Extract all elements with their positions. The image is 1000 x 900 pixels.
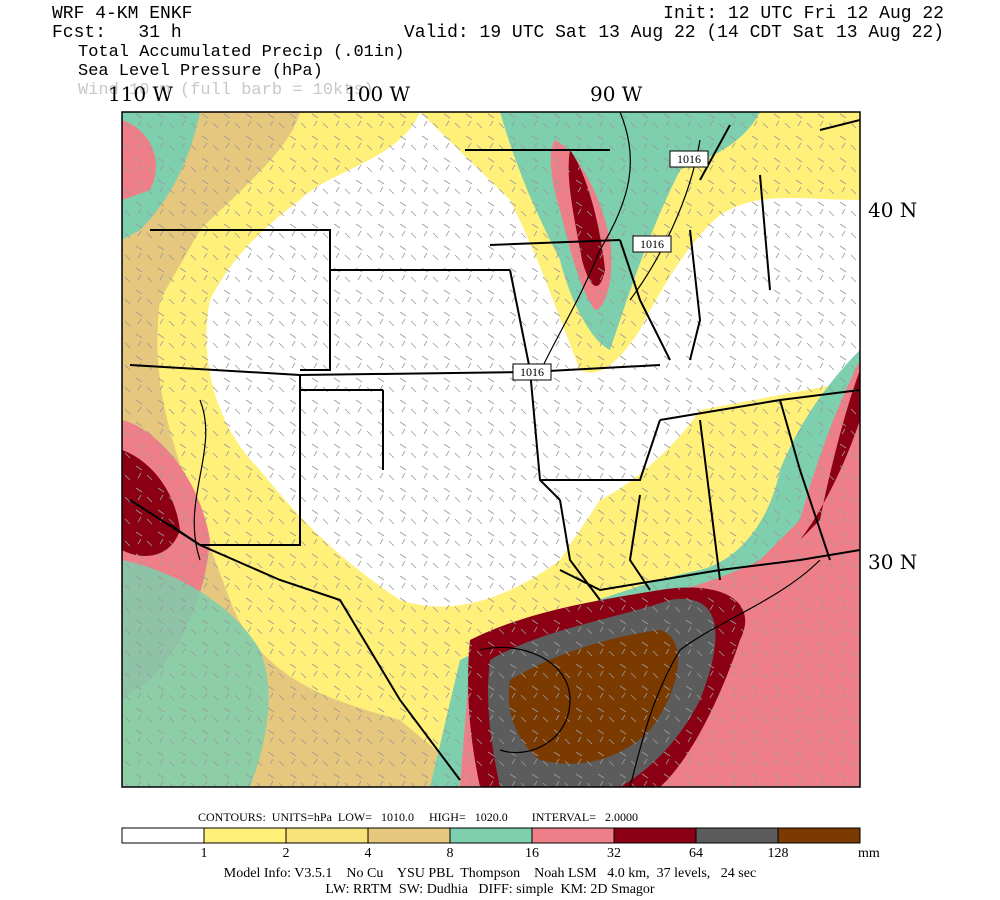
colorbar-box: [121, 827, 205, 844]
wind-barbs: [122, 112, 860, 787]
field-name: Sea Level Pressure (hPa): [78, 62, 323, 81]
valid-time: Valid: 19 UTC Sat 13 Aug 22 (14 CDT Sat …: [404, 23, 944, 43]
latitude-label: 30 N: [868, 550, 917, 574]
colorbar-box: [203, 827, 287, 844]
colorbar-tick-label: 16: [525, 846, 539, 861]
colorbar-box: [613, 827, 697, 844]
state-border: [129, 119, 860, 781]
forecast-hour: Fcst: 31 h: [52, 23, 182, 43]
model-info: LW: RRTM SW: Dudhia DIFF: simple KM: 2D …: [325, 882, 655, 897]
colorbar-tick-label: 1: [201, 846, 208, 861]
contour-label: 1016: [520, 365, 544, 379]
colorbar-tick-label: 4: [365, 846, 372, 861]
contour-label-box: [632, 235, 672, 253]
colorbar-box: [285, 827, 369, 844]
map: [122, 112, 860, 787]
latitude-label: 40 N: [868, 198, 917, 222]
contour-info: CONTOURS: UNITS=hPa LOW= 1010.0 HIGH= 10…: [198, 810, 638, 824]
contour-label: 1016: [677, 152, 701, 166]
colorbar-tick-label: 32: [607, 846, 621, 861]
colorbar-tick-label: 2: [283, 846, 290, 861]
longitude-label: 90 W: [590, 82, 643, 106]
colorbar-tick-label: 64: [689, 846, 703, 861]
contour-label: 1016: [640, 237, 664, 251]
colorbar-box: [695, 827, 779, 844]
contour-label-box: [669, 150, 709, 168]
colorbar-box: [777, 827, 861, 844]
colorbar-tick-label: 8: [447, 846, 454, 861]
model-name: WRF 4-KM ENKF: [52, 4, 192, 24]
colorbar-tick-label: 128: [768, 846, 789, 861]
colorbar-box: [367, 827, 451, 844]
pressure-contour: [193, 112, 821, 787]
contour-label-box: [512, 363, 552, 381]
colorbar-box: [449, 827, 533, 844]
field-name: Total Accumulated Precip (.01in): [78, 43, 404, 62]
init-time: Init: 12 UTC Fri 12 Aug 22: [663, 4, 944, 24]
longitude-label: 110 W: [108, 82, 174, 106]
field-name: Wind 10 m (full barb = 10kts): [78, 81, 374, 100]
colorbar-unit: mm: [858, 846, 880, 861]
model-info: Model Info: V3.5.1 No Cu YSU PBL Thompso…: [224, 866, 756, 881]
colorbar: 1 2 4 8 16 32 64 128 mm: [121, 827, 880, 861]
longitude-label: 100 W: [345, 82, 411, 106]
colorbar-box: [531, 827, 615, 844]
map-frame: [121, 111, 861, 788]
